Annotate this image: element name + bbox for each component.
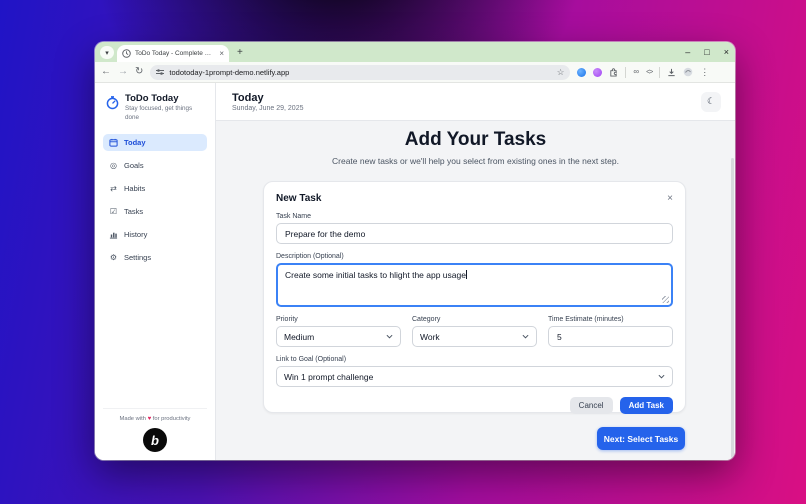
- heart-icon: ♥: [147, 416, 152, 422]
- priority-select[interactable]: Medium: [276, 326, 401, 347]
- content-area: Add Your Tasks Create new tasks or we'll…: [216, 121, 735, 460]
- sidebar-item-label: Today: [124, 138, 146, 147]
- task-name-input[interactable]: [276, 223, 673, 244]
- moon-icon: ☾: [706, 96, 716, 106]
- main-area: Today Sunday, June 29, 2025 ☾ Add Your T…: [216, 83, 735, 460]
- tab-favicon-icon: [122, 49, 131, 58]
- cancel-button[interactable]: Cancel: [569, 397, 613, 414]
- close-window-button[interactable]: ×: [723, 46, 729, 57]
- sidebar-item-label: Settings: [124, 253, 152, 262]
- minimize-button[interactable]: –: [685, 46, 691, 57]
- sidebar-item-label: History: [124, 230, 148, 239]
- sidebar-nav: Today ◎ Goals ⇄ Habits ☑ Tasks: [103, 134, 207, 408]
- code-icon[interactable]: <>: [646, 68, 653, 76]
- time-estimate-input[interactable]: [548, 326, 673, 347]
- sidebar-item-label: Habits: [124, 184, 146, 193]
- app-title: ToDo Today: [125, 93, 179, 104]
- chevron-down-icon: [658, 374, 665, 379]
- gear-icon: ⚙: [109, 253, 118, 262]
- download-icon[interactable]: [667, 68, 676, 77]
- page-date: Sunday, June 29, 2025: [232, 104, 304, 112]
- sidebar: ToDo Today Stay focused, get things done…: [95, 83, 216, 460]
- chevron-down-icon: ▾: [105, 49, 109, 57]
- sidebar-item-settings[interactable]: ⚙ Settings: [103, 249, 207, 266]
- sidebar-item-label: Goals: [124, 161, 144, 170]
- toolbar-divider: [659, 66, 661, 78]
- browser-toolbar: ← → ↻ todotoday-1prompt-demo.netlify.app…: [95, 62, 735, 83]
- section-heading: Add Your Tasks: [404, 129, 547, 150]
- timer-logo-icon: [106, 96, 119, 110]
- add-task-button[interactable]: Add Task: [619, 397, 673, 414]
- browser-menu-icon[interactable]: ⋮: [700, 66, 710, 77]
- tab-close-icon[interactable]: ×: [219, 48, 224, 58]
- category-label: Category: [412, 316, 441, 323]
- description-textarea[interactable]: Create some initial tasks to hlight the …: [276, 263, 673, 307]
- browser-window: ▾ ToDo Today - Complete Produ × + – □ × …: [95, 42, 735, 460]
- link-goal-select[interactable]: Win 1 prompt challenge: [276, 366, 673, 387]
- sidebar-item-history[interactable]: History: [103, 226, 207, 243]
- profile-avatar[interactable]: [683, 67, 693, 77]
- browser-tab[interactable]: ToDo Today - Complete Produ ×: [117, 45, 229, 62]
- tab-title: ToDo Today - Complete Produ: [135, 50, 216, 57]
- app-root: ToDo Today Stay focused, get things done…: [95, 83, 735, 460]
- sidebar-item-goals[interactable]: ◎ Goals: [103, 157, 207, 174]
- url-text: todotoday-1prompt-demo.netlify.app: [169, 67, 290, 77]
- url-bar[interactable]: todotoday-1prompt-demo.netlify.app ☆: [150, 64, 571, 80]
- site-settings-icon[interactable]: [156, 68, 165, 76]
- priority-label: Priority: [276, 316, 298, 323]
- dark-mode-toggle[interactable]: ☾: [701, 91, 721, 112]
- sidebar-item-tasks[interactable]: ☑ Tasks: [103, 203, 207, 220]
- task-name-label: Task Name: [276, 213, 312, 220]
- app-tagline: Stay focused, get things done: [125, 105, 193, 121]
- resize-handle-icon[interactable]: [662, 296, 669, 303]
- description-text: Create some initial tasks to hlight the …: [285, 270, 466, 280]
- sidebar-item-label: Tasks: [124, 207, 144, 216]
- toolbar-divider: [625, 66, 627, 78]
- page-header: Today Sunday, June 29, 2025 ☾: [216, 83, 735, 121]
- sidebar-footer: Made with ♥ for productivity b: [103, 408, 207, 452]
- close-icon[interactable]: ×: [667, 192, 673, 204]
- sidebar-item-habits[interactable]: ⇄ Habits: [103, 180, 207, 197]
- next-select-tasks-button[interactable]: Next: Select Tasks: [597, 427, 685, 450]
- back-icon[interactable]: ←: [101, 66, 111, 77]
- bolt-badge[interactable]: b: [143, 428, 167, 452]
- tab-search-button[interactable]: ▾: [100, 46, 114, 59]
- link-goal-label: Link to Goal (Optional): [276, 356, 347, 363]
- text-caret: [465, 270, 467, 279]
- made-with-text: Made with ♥ for productivity: [119, 416, 191, 422]
- chevron-down-icon: [522, 334, 529, 339]
- reload-icon[interactable]: ↻: [135, 66, 144, 77]
- section-subheading: Create new tasks or we'll help you selec…: [332, 156, 619, 166]
- target-icon: ◎: [110, 161, 117, 170]
- time-estimate-label: Time Estimate (minutes): [548, 316, 624, 323]
- new-task-card: New Task × Task Name Description (Option…: [263, 181, 686, 414]
- bar-chart-icon: [109, 230, 118, 239]
- description-label: Description (Optional): [276, 253, 344, 260]
- sidebar-item-today[interactable]: Today: [103, 134, 207, 151]
- maximize-button[interactable]: □: [704, 46, 710, 57]
- new-tab-button[interactable]: +: [237, 47, 243, 58]
- calendar-icon: [109, 138, 118, 147]
- forward-icon[interactable]: →: [118, 66, 128, 77]
- chevron-down-icon: [386, 334, 393, 339]
- repeat-icon: ⇄: [110, 184, 117, 193]
- category-select[interactable]: Work: [412, 326, 537, 347]
- scrollbar[interactable]: [731, 158, 734, 458]
- check-square-icon: ☑: [109, 207, 118, 216]
- tab-strip: ▾ ToDo Today - Complete Produ × + – □ ×: [95, 42, 735, 62]
- link-icon[interactable]: ∞: [633, 67, 640, 76]
- extensions-puzzle-icon[interactable]: [609, 67, 618, 77]
- bookmark-star-icon[interactable]: ☆: [556, 66, 565, 77]
- extension-blue-icon[interactable]: [577, 67, 587, 77]
- extension-purple-icon[interactable]: [593, 67, 603, 77]
- form-title: New Task: [276, 193, 322, 204]
- page-title: Today: [232, 91, 264, 104]
